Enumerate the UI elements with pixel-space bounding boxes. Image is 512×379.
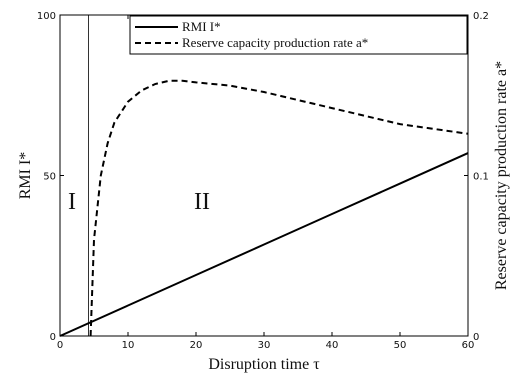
y-left-tick-label: 50	[43, 172, 56, 183]
series-line-1	[89, 79, 469, 337]
x-tick-label: 60	[462, 340, 475, 351]
x-tick-label: 40	[326, 340, 339, 351]
y-right-tick-label: 0.2	[473, 11, 489, 22]
region-label-II: II	[194, 189, 210, 215]
x-tick-label: 20	[190, 340, 203, 351]
plot-frame	[59, 14, 469, 337]
legend-box	[129, 15, 468, 55]
series-line-0	[59, 152, 469, 337]
x-tick-label: 10	[122, 340, 135, 351]
y-right-tick-label: 0	[473, 332, 479, 343]
region-label-I: I	[68, 189, 76, 215]
x-tick-label: 0	[57, 340, 63, 351]
y-left-axis-title: RMI I*	[17, 152, 34, 200]
x-axis-title: Disruption time τ	[208, 356, 320, 373]
y-left-tick-label: 0	[50, 332, 56, 343]
y-left-tick-label: 100	[37, 11, 56, 22]
legend-label-rmi: RMI I*	[182, 19, 221, 34]
legend-label-reserve: Reserve capacity production rate a*	[182, 35, 368, 50]
x-tick-label: 50	[394, 340, 407, 351]
x-tick-label: 30	[258, 340, 271, 351]
y-right-tick-label: 0.1	[473, 172, 489, 183]
y-right-axis-title: Reserve capacity production rate a*	[493, 61, 510, 290]
